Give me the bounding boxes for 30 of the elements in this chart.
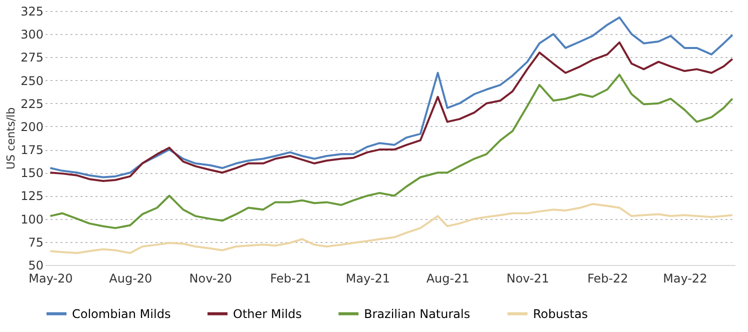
x-tick-label: May-21 bbox=[346, 272, 390, 286]
x-tick-label: Nov-21 bbox=[506, 272, 550, 286]
y-tick-label: 300 bbox=[20, 28, 44, 42]
line-series bbox=[49, 203, 734, 254]
y-tick-label: 175 bbox=[20, 143, 44, 158]
x-tick-label: May-20 bbox=[28, 272, 73, 286]
x-tick-label: Aug-21 bbox=[426, 272, 470, 286]
x-tick-label: Feb-22 bbox=[587, 272, 628, 286]
y-tick-label: 225 bbox=[20, 96, 44, 111]
line-series bbox=[49, 41, 734, 182]
y-tick-label: 50 bbox=[28, 258, 44, 272]
y-tick-label: 75 bbox=[28, 235, 44, 250]
line-series bbox=[49, 16, 734, 178]
x-tick-label: Aug-20 bbox=[109, 272, 152, 286]
x-tick-label: Nov-20 bbox=[189, 272, 232, 286]
y-axis-title: US cents/lb bbox=[4, 107, 18, 170]
legend-label: Brazilian Naturals bbox=[364, 306, 470, 321]
line-series bbox=[49, 74, 734, 230]
x-tick-label: May-22 bbox=[662, 272, 708, 286]
y-tick-label: 200 bbox=[20, 120, 44, 134]
x-tick-label: Feb-21 bbox=[270, 272, 311, 286]
legend-label: Colombian Milds bbox=[72, 306, 171, 321]
y-tick-label: 125 bbox=[20, 189, 44, 204]
y-tick-label: 275 bbox=[20, 50, 44, 65]
legend-label: Robustas bbox=[533, 306, 588, 321]
y-tick-label: 325 bbox=[20, 4, 44, 18]
y-tick-label: 250 bbox=[20, 74, 44, 88]
y-tick-label: 150 bbox=[20, 166, 44, 180]
legend-label: Other Milds bbox=[233, 306, 302, 321]
y-tick-label: 100 bbox=[20, 212, 44, 226]
